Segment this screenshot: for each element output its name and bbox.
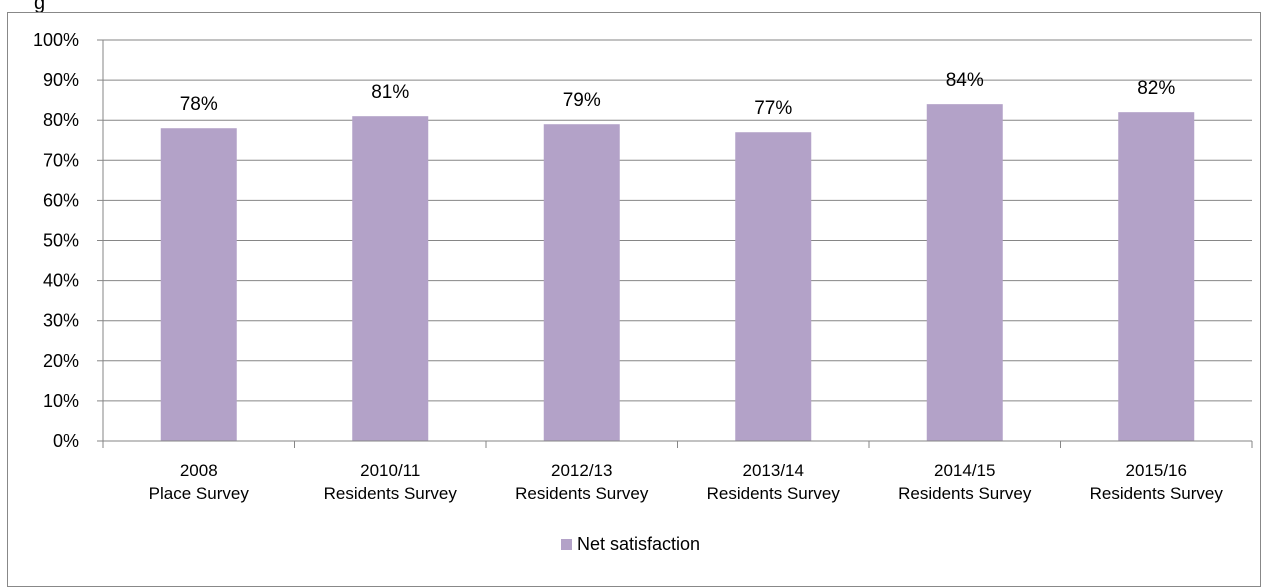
data-labels: 78% 81% 79% 77% 84% 82% — [180, 70, 1176, 119]
y-tick-label: 70% — [43, 150, 79, 170]
legend-label: Net satisfaction — [577, 534, 700, 554]
y-tick-label: 30% — [43, 311, 79, 331]
chart-title-partial: g — [34, 0, 46, 14]
y-tick-label: 60% — [43, 190, 79, 210]
x-tick-label: 2010/11 — [360, 461, 420, 480]
x-tick-label: Residents Survey — [707, 484, 841, 503]
gridlines — [103, 39, 1252, 402]
axes — [97, 39, 1253, 448]
bar-data-label: 77% — [754, 98, 792, 119]
y-tick-label: 40% — [43, 271, 79, 291]
y-tick-label: 90% — [43, 70, 79, 90]
y-axis-tick-labels: 0% 10% 20% 30% 40% 50% 60% 70% 80% 90% 100% — [33, 30, 79, 451]
bar — [543, 124, 620, 442]
bar-data-label: 84% — [946, 70, 984, 91]
x-tick-label: 2008 — [180, 461, 218, 480]
y-tick-label: 50% — [43, 231, 79, 251]
x-tick-label: Residents Survey — [324, 484, 458, 503]
bar — [926, 104, 1003, 441]
x-tick-label: 2014/15 — [934, 461, 995, 480]
x-tick-label: Residents Survey — [1090, 484, 1224, 503]
y-tick-label: 80% — [43, 110, 79, 130]
bar-data-label: 78% — [180, 94, 218, 115]
bars — [160, 104, 1195, 442]
x-tick-label: 2013/14 — [743, 461, 804, 480]
legend: Net satisfaction — [561, 534, 700, 554]
bar — [352, 116, 429, 441]
x-tick-label: Residents Survey — [898, 484, 1032, 503]
y-tick-label: 100% — [33, 30, 79, 50]
x-tick-label: 2012/13 — [551, 461, 612, 480]
bar — [1118, 112, 1195, 442]
x-tick-label: 2015/16 — [1126, 461, 1187, 480]
y-tick-label: 0% — [53, 431, 79, 451]
bar-data-label: 81% — [371, 82, 409, 103]
bar-data-label: 79% — [563, 90, 601, 111]
y-tick-label: 20% — [43, 351, 79, 371]
bar-data-label: 82% — [1137, 78, 1175, 99]
x-tick-label: Place Survey — [149, 484, 250, 503]
y-tick-label: 10% — [43, 391, 79, 411]
legend-swatch — [561, 539, 572, 550]
bar — [735, 132, 812, 442]
bar — [160, 128, 237, 441]
x-axis-tick-labels: 2008 Place Survey 2010/11 Residents Survey 2… — [149, 461, 1224, 503]
x-tick-label: Residents Survey — [515, 484, 649, 503]
